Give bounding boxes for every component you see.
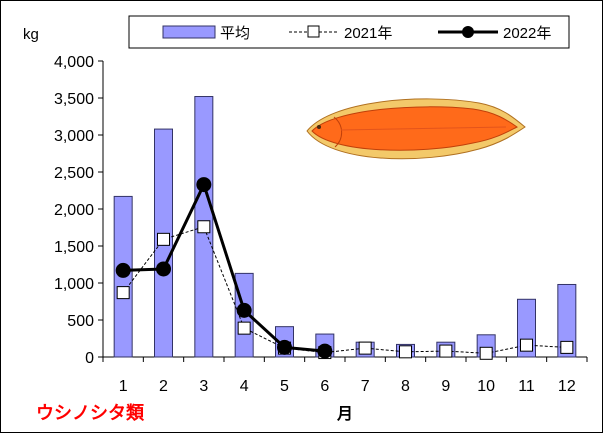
x-tick-label: 1 <box>119 378 128 395</box>
point-2022-month-5 <box>277 339 292 355</box>
point-2021-month-8 <box>399 345 412 359</box>
series-line-2022 <box>123 183 325 353</box>
point-2021-month-7 <box>358 341 372 355</box>
x-axis-title: 月 <box>336 405 353 423</box>
series-line-2021 <box>122 226 567 354</box>
point-2022-month-4 <box>236 302 252 318</box>
x-tick-label: 2 <box>159 378 168 395</box>
line-series-2022 <box>115 177 333 359</box>
y-tick-label: 2,500 <box>54 165 94 182</box>
point-2021-month-12 <box>560 340 574 354</box>
point-2022-month-1 <box>115 262 131 278</box>
point-2022-month-2 <box>156 261 171 277</box>
x-tick-label: 8 <box>401 378 410 395</box>
species-label: ウシノシタ類 <box>36 403 145 423</box>
y-unit-label: kg <box>23 26 39 43</box>
x-tick-label: 11 <box>518 378 535 395</box>
y-tick-label: 0 <box>85 350 94 367</box>
sole-fish-gill <box>333 116 343 148</box>
legend-label-average: 平均 <box>220 25 250 42</box>
x-tick-label: 3 <box>199 378 208 395</box>
y-tick-label: 4,000 <box>54 54 94 71</box>
point-2021-month-2 <box>157 232 170 246</box>
point-2021-month-4 <box>237 321 251 335</box>
point-2022-month-6 <box>317 343 333 359</box>
y-tick-label: 1,000 <box>54 276 94 293</box>
point-2021-month-1 <box>116 286 130 300</box>
legend-marker-2022 <box>462 26 474 38</box>
x-tick-label: 9 <box>441 378 450 395</box>
x-ticks: 1 2 3 4 5 6 7 8 9 10 11 12 <box>102 357 588 395</box>
sole-fish-lateral-line <box>340 126 507 131</box>
y-tick-label: 2,000 <box>54 202 94 219</box>
x-tick-label: 10 <box>477 378 495 395</box>
point-2021-month-9 <box>439 344 453 358</box>
point-2021-month-11 <box>520 338 533 352</box>
sole-fish-eye <box>317 125 321 129</box>
line-series-2021 <box>116 220 574 360</box>
x-tick-label: 7 <box>361 378 370 395</box>
y-tick-label: 3,500 <box>54 91 94 108</box>
sole-fish-illustration <box>306 98 526 160</box>
y-ticks: 0 500 1,000 1,500 2,000 2,500 3,000 3,500 4,000 <box>54 54 103 367</box>
y-tick-label: 1,500 <box>54 239 94 256</box>
legend-label-2021: 2021年 <box>344 25 392 42</box>
point-2021-month-3 <box>197 220 211 234</box>
point-2021-month-10 <box>479 346 493 360</box>
y-tick-label: 3,000 <box>54 128 94 145</box>
legend-swatch-average <box>162 25 216 39</box>
legend-label-2022: 2022年 <box>503 25 551 42</box>
x-tick-label: 12 <box>558 378 576 395</box>
x-tick-label: 6 <box>320 378 329 395</box>
legend: 平均 2021年 2022年 <box>128 15 570 49</box>
bar-average-month-12 <box>557 283 577 358</box>
x-tick-label: 4 <box>240 378 249 395</box>
legend-marker-2021 <box>307 25 320 38</box>
point-2022-month-3 <box>196 177 212 193</box>
x-tick-label: 5 <box>280 378 289 395</box>
y-tick-label: 500 <box>67 313 94 330</box>
